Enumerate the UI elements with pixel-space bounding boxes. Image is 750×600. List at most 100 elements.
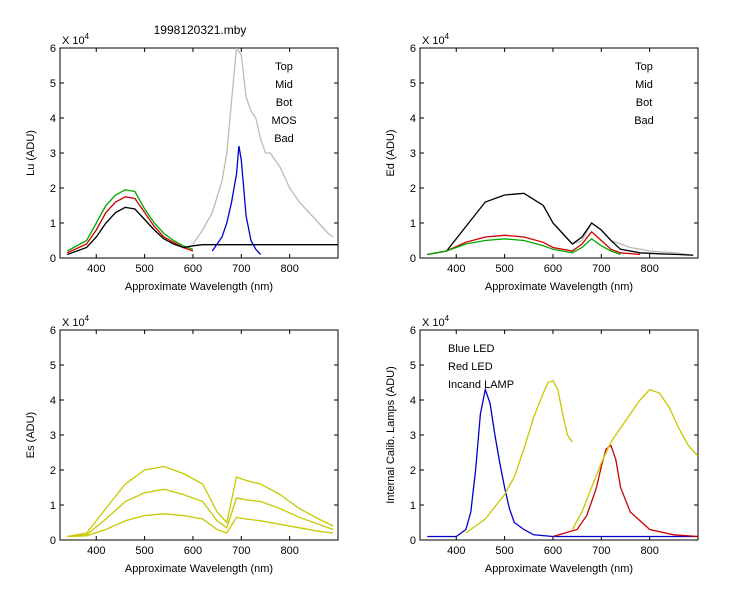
x-tick-label: 600 (184, 263, 202, 275)
y-tick-label: 1 (410, 218, 416, 230)
y-tick-label: 3 (410, 148, 416, 160)
x-axis-label: Approximate Wavelength (nm) (485, 281, 633, 293)
x-tick-label: 800 (280, 263, 298, 275)
y-tick-label: 5 (50, 78, 56, 90)
y-tick-label: 2 (410, 465, 416, 477)
x-tick-label: 600 (544, 263, 562, 275)
y-multiplier-label: X 104 (62, 32, 90, 47)
legend-entry-incand-lamp: Incand LAMP (448, 379, 514, 391)
x-tick-label: 700 (592, 263, 610, 275)
x-tick-label: 600 (544, 545, 562, 557)
legend-entry-top: Top (635, 61, 653, 73)
y-tick-label: 6 (50, 325, 56, 337)
x-tick-label: 800 (640, 545, 658, 557)
y-tick-label: 1 (50, 500, 56, 512)
legend-entry-mid: Mid (635, 79, 653, 91)
legend-entry-mos: MOS (271, 115, 296, 127)
y-axis-label: Lu (ADU) (25, 130, 37, 176)
y-multiplier-exponent: 4 (445, 32, 450, 41)
legend-entry-bot: Bot (636, 97, 653, 109)
series-line-bot (427, 237, 621, 256)
x-axis-label: Approximate Wavelength (nm) (485, 563, 633, 575)
y-axis-label: Es (ADU) (25, 412, 37, 458)
plot-frame (59, 47, 339, 259)
series-line-red-led (552, 444, 698, 538)
y-tick-label: 4 (50, 113, 56, 125)
legend-entry-bad: Bad (274, 133, 294, 145)
series-line-mid (427, 230, 641, 256)
y-tick-label: 4 (410, 395, 416, 407)
series-line-bot (66, 189, 194, 252)
x-tick-label: 400 (87, 263, 105, 275)
x-tick-label: 400 (87, 545, 105, 557)
chart-panel-lu: X 104 0 1 2 3 4 5 6 400 500 600 700 800 Approximate W… (25, 32, 339, 293)
y-tick-label: 5 (50, 360, 56, 372)
y-tick-label: 1 (410, 500, 416, 512)
x-tick-label: 700 (592, 545, 610, 557)
y-multiplier-exponent: 4 (85, 314, 90, 323)
x-tick-label: 500 (135, 545, 153, 557)
y-tick-label: 0 (410, 253, 416, 265)
series-line-top (67, 206, 338, 256)
y-tick-label: 3 (50, 430, 56, 442)
y-tick-label: 4 (50, 395, 56, 407)
series-line-es-mid (67, 488, 334, 538)
y-tick-label: 5 (410, 78, 416, 90)
legend-entry-bot: Bot (276, 97, 293, 109)
x-tick-label: 700 (232, 545, 250, 557)
series-line-mid (67, 196, 194, 254)
y-multiplier-label: X 104 (422, 32, 450, 47)
series-line-es-max (67, 465, 334, 538)
plot-frame (419, 47, 699, 259)
x-tick-label: 800 (640, 263, 658, 275)
series-line-incand-lamp-b (571, 388, 698, 530)
x-tick-label: 600 (184, 545, 202, 557)
x-tick-label: 800 (280, 545, 298, 557)
chart-panel-ed: X 104 0 1 2 3 4 5 6 400 500 600 700 800 Approximate W… (385, 32, 699, 293)
series-line-es-min (67, 513, 334, 538)
x-tick-label: 400 (447, 263, 465, 275)
plot-frame (59, 329, 339, 541)
figure-title: 1998120321.mby (154, 23, 247, 37)
y-tick-label: 6 (50, 43, 56, 55)
chart-panel-es: X 104 0 1 2 3 4 5 6 400 500 600 700 800 Approximate W… (25, 314, 339, 575)
y-tick-label: 0 (50, 535, 56, 547)
y-axis-label: Ed (ADU) (385, 129, 397, 176)
x-tick-label: 500 (135, 263, 153, 275)
series-line-incand-lamp-a (465, 380, 573, 534)
x-axis-label: Approximate Wavelength (nm) (125, 563, 273, 575)
y-axis-label: Internal Calib. Lamps (ADU) (385, 366, 397, 504)
y-tick-label: 4 (410, 113, 416, 125)
y-tick-label: 6 (410, 43, 416, 55)
y-tick-label: 2 (50, 183, 56, 195)
y-tick-label: 3 (50, 148, 56, 160)
series-group (67, 465, 334, 538)
y-multiplier-label: X 104 (422, 314, 450, 329)
y-tick-label: 5 (410, 360, 416, 372)
legend-entry-blue-led: Blue LED (448, 343, 495, 355)
y-tick-label: 0 (410, 535, 416, 547)
series-line-blue-led (427, 387, 698, 538)
x-tick-label: 400 (447, 545, 465, 557)
x-axis-label: Approximate Wavelength (nm) (125, 281, 273, 293)
series-line-top (427, 192, 694, 256)
legend-entry-mid: Mid (275, 79, 293, 91)
y-tick-label: 2 (410, 183, 416, 195)
y-tick-label: 6 (410, 325, 416, 337)
series-line-mos (211, 145, 262, 255)
series-group (66, 48, 338, 256)
y-multiplier-exponent: 4 (85, 32, 90, 41)
legend-entry-top: Top (275, 61, 293, 73)
legend-entry-red-led: Red LED (448, 361, 493, 373)
series-group (427, 192, 694, 256)
y-tick-label: 0 (50, 253, 56, 265)
series-line-bad (192, 48, 334, 245)
y-multiplier-label: X 104 (62, 314, 90, 329)
x-tick-label: 500 (495, 545, 513, 557)
y-multiplier-exponent: 4 (445, 314, 450, 323)
y-tick-label: 3 (410, 430, 416, 442)
y-tick-label: 2 (50, 465, 56, 477)
x-tick-label: 500 (495, 263, 513, 275)
series-group (427, 380, 698, 538)
